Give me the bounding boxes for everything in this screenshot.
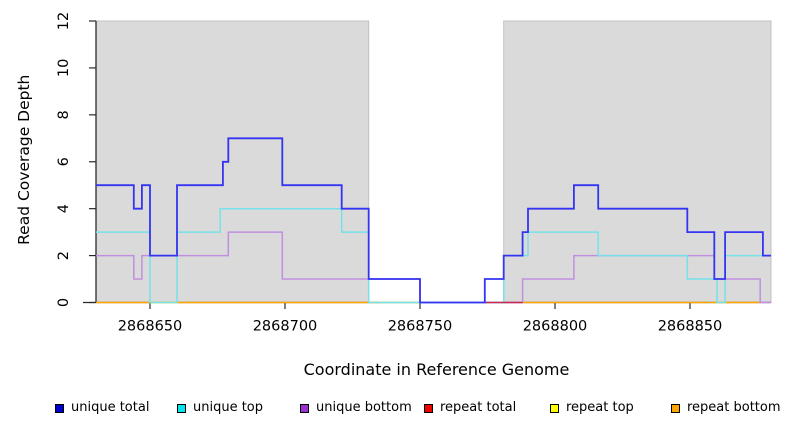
x-tick-label: 2868700: [253, 319, 318, 335]
y-tick-label: 4: [56, 204, 72, 213]
y-tick-label: 6: [56, 157, 72, 166]
y-tick-label: 12: [56, 12, 72, 30]
series-line-unique-total: [96, 137, 771, 304]
x-tick-label: 2868750: [388, 319, 453, 335]
x-tick-label: 2868650: [118, 319, 183, 335]
x-tick-label: 2868800: [523, 319, 588, 335]
x-tick-label: 2868850: [658, 319, 723, 335]
y-tick-label: 8: [56, 110, 72, 119]
y-tick-label: 2: [56, 251, 72, 260]
x-axis-title: Coordinate in Reference Genome: [304, 360, 570, 379]
shaded-region: [503, 20, 772, 303]
shaded-region: [95, 20, 370, 303]
y-tick-label: 0: [56, 298, 72, 307]
y-tick-label: 10: [56, 59, 72, 77]
y-axis-title: Read Coverage Depth: [15, 75, 33, 245]
